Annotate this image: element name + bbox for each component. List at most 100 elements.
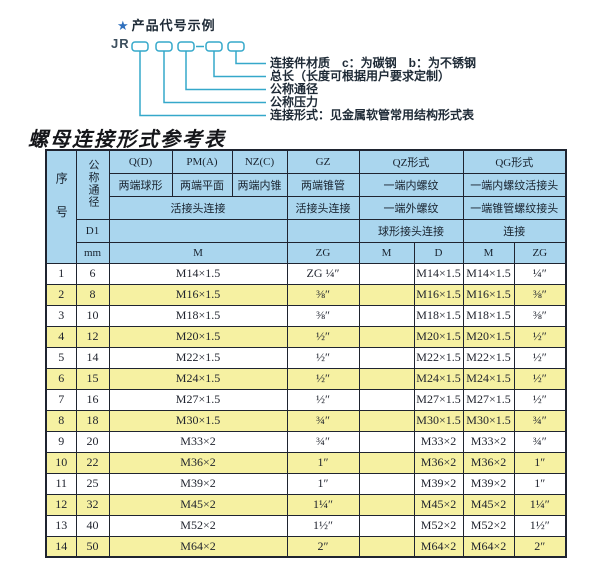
table-cell: 10	[75, 304, 110, 327]
table-cell: M18×1.5	[462, 304, 515, 327]
header-diameter: 公称通径	[75, 149, 110, 220]
table-cell	[358, 493, 415, 516]
header-row-groups: 序号 公称通径 Q(D) PM(A) NZ(C) GZ QZ形式 QG形式	[45, 149, 567, 264]
header-style-nzc: 两端内锥	[231, 172, 288, 197]
header-conn-qz: 一端外螺纹	[358, 195, 464, 220]
table-cell: M27×1.5	[413, 388, 464, 411]
table-cell: M64×2	[462, 535, 515, 558]
header-blank-gz	[286, 218, 360, 243]
table-row: 11 25 M39×2 1″ M39×2 M39×2 1″	[45, 472, 567, 495]
table-row: 10 22 M36×2 1″ M36×2 M36×2 1″	[45, 451, 567, 474]
table-cell: ⅜″	[513, 304, 567, 327]
table-cell: M45×2	[413, 493, 464, 516]
table-row: 5 14 M22×1.5 ½″ M22×1.5 M22×1.5 ½″	[45, 346, 567, 369]
header-style-qz: 一端内螺纹	[358, 172, 464, 197]
table-cell: 22	[75, 451, 110, 474]
table-cell	[358, 514, 415, 537]
table-cell: 1½″	[286, 514, 360, 537]
header-style-qg: 一端内螺纹活接头	[462, 172, 567, 197]
header-conn-qg: 一端锥管螺纹接头	[462, 195, 567, 220]
table-cell: M16×1.5	[462, 283, 515, 306]
table-cell: 40	[75, 514, 110, 537]
table-cell: M27×1.5	[462, 388, 515, 411]
header-row-connections: 活接头连接 活接头连接 一端外螺纹 一端锥管螺纹接头	[46, 195, 567, 220]
table-row: 12 32 M45×2 1¼″ M45×2 M45×2 1¼″	[45, 493, 567, 516]
table-cell: ½″	[286, 367, 360, 390]
table-cell: 8	[75, 283, 110, 306]
table-cell	[358, 451, 415, 474]
header-style-qd: 两端球形	[108, 172, 173, 197]
table-cell: ½″	[513, 388, 567, 411]
header-conn-union: 活接头连接	[108, 195, 288, 220]
table-cell: M18×1.5	[108, 304, 288, 327]
header-mm: mm	[75, 241, 110, 264]
table-cell: ⅜″	[286, 283, 360, 306]
table-cell: 2″	[286, 535, 360, 558]
table-cell: 11	[45, 472, 77, 495]
table-cell: 5	[45, 346, 77, 369]
table-cell: ½″	[286, 388, 360, 411]
table-cell: M45×2	[462, 493, 515, 516]
header-blank-left	[108, 218, 288, 243]
header-unit-zg1: ZG	[286, 241, 360, 264]
table-cell: M14×1.5	[413, 262, 464, 285]
table-cell	[358, 304, 415, 327]
table-cell: 6	[45, 367, 77, 390]
diagram-heading-text: 产品代号示例	[131, 18, 216, 33]
table-cell: 25	[75, 472, 110, 495]
table-cell: 2	[45, 283, 77, 306]
table-cell: 7	[45, 388, 77, 411]
code-label-pressure: 公称压力	[270, 95, 319, 109]
table-cell: ⅜″	[286, 304, 360, 327]
table-cell: ¾″	[513, 409, 567, 432]
table-cell: 2″	[513, 535, 567, 558]
table-row: 8 18 M30×1.5 ¾″ M30×1.5 M30×1.5 ¾″	[45, 409, 567, 432]
table-cell: M24×1.5	[462, 367, 515, 390]
table-cell: 1″	[513, 451, 567, 474]
table-cell: ⅜″	[513, 283, 567, 306]
header-diameter-label: 公称通径	[87, 158, 99, 208]
table-cell: 4	[45, 325, 77, 348]
table-cell: M33×2	[462, 430, 515, 453]
code-box-1	[131, 41, 149, 52]
table-cell	[358, 283, 415, 306]
header-row-d1: D1 球形接头连接 连接	[46, 218, 567, 243]
table-cell	[358, 472, 415, 495]
table-cell: M52×2	[462, 514, 515, 537]
code-box-4	[205, 41, 223, 52]
diagram-heading: ★ 产品代号示例	[117, 15, 216, 34]
table-cell	[358, 430, 415, 453]
table-cell	[358, 262, 415, 285]
header-group-gz: GZ	[286, 149, 360, 174]
table-cell: M36×2	[413, 451, 464, 474]
table-cell: M45×2	[108, 493, 288, 516]
table-cell: M20×1.5	[462, 325, 515, 348]
header-group-pma: PM(A)	[171, 149, 233, 174]
header-unit-d: D	[413, 241, 464, 264]
code-box-5	[227, 41, 245, 52]
table-body: 1 6 M14×1.5 ZG ¼″ M14×1.5 M14×1.5 ¼″ 2 8 M16×1.5 ⅜…	[45, 262, 567, 558]
header-unit-zg2: ZG	[513, 241, 567, 264]
table-cell: M18×1.5	[413, 304, 464, 327]
header-joint-qz: 球形接头连接	[358, 218, 464, 243]
table-cell: M30×1.5	[108, 409, 288, 432]
table-cell: ZG ¼″	[286, 262, 360, 285]
table-row: 4 12 M20×1.5 ½″ M20×1.5 M20×1.5 ½″	[45, 325, 567, 348]
table-cell: M64×2	[108, 535, 288, 558]
code-label-connection: 连接形式：见金属软管常用结构形式表	[270, 108, 475, 122]
table-row: 1 6 M14×1.5 ZG ¼″ M14×1.5 M14×1.5 ¼″	[45, 262, 567, 285]
table-cell: M16×1.5	[413, 283, 464, 306]
table-cell: 15	[75, 367, 110, 390]
table-cell: ½″	[286, 325, 360, 348]
table-cell: 13	[45, 514, 77, 537]
table-cell: 14	[45, 535, 77, 558]
header-unit-m3: M	[462, 241, 515, 264]
header-style-gz: 两端锥管	[286, 172, 360, 197]
header-group-nzc: NZ(C)	[231, 149, 288, 174]
code-label-diameter: 公称通径	[270, 82, 319, 96]
table-cell: 1½″	[513, 514, 567, 537]
table-cell: 16	[75, 388, 110, 411]
table-cell: M30×1.5	[413, 409, 464, 432]
table-cell	[358, 325, 415, 348]
table-cell: M39×2	[462, 472, 515, 495]
